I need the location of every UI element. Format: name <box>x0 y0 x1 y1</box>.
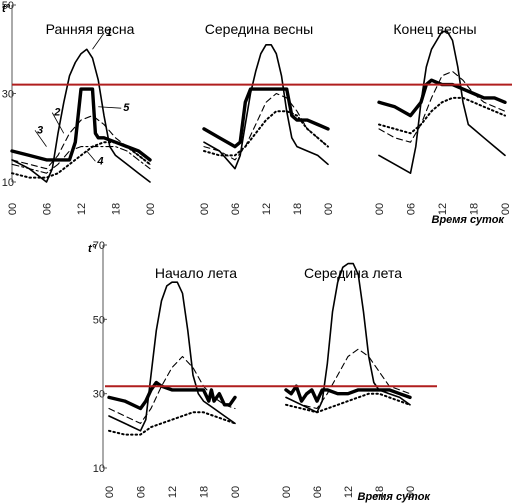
x-tick-label: 12 <box>261 203 273 215</box>
x-axis-unit: Время суток <box>432 214 506 226</box>
y-axis-unit: t° <box>2 3 11 15</box>
x-tick-label: 00 <box>7 203 19 215</box>
y-tick-label: 10 <box>93 463 105 475</box>
curve-label: 4 <box>96 155 103 167</box>
series-line-dashed <box>285 348 411 410</box>
x-tick-label: 18 <box>111 203 123 215</box>
x-tick-label: 18 <box>374 486 386 498</box>
series-line-solid <box>11 48 151 183</box>
y-tick-label: 10 <box>2 177 14 189</box>
series-line-dashed <box>378 70 506 143</box>
x-tick-label: 00 <box>199 203 211 215</box>
chart-panel-2: Середина весны 00 06 12 18 00 <box>199 21 335 215</box>
x-tick-label: 06 <box>312 486 324 498</box>
x-tick-label: 00 <box>104 486 116 498</box>
x-tick-label: 18 <box>469 203 481 215</box>
series-line-dashed <box>203 92 329 161</box>
series-line-thick <box>107 380 237 411</box>
y-tick-label: 70 <box>93 240 105 252</box>
series-line-dotted <box>203 110 329 157</box>
curve-label-leader <box>98 106 122 109</box>
curve-label-leader <box>86 150 96 162</box>
x-tick-label: 12 <box>343 486 355 498</box>
x-tick-label: 06 <box>136 486 148 498</box>
x-tick-label: 00 <box>145 203 157 215</box>
x-axis-unit: Время суток <box>358 491 432 503</box>
chart-title: Середина лета <box>304 265 402 281</box>
x-tick-label: 00 <box>323 203 335 215</box>
x-tick-label: 12 <box>76 203 88 215</box>
curve-label-leader <box>51 112 65 134</box>
chart-panel-3: Конец весны 00 06 12 18 00 <box>374 21 512 215</box>
series-line-thick <box>202 87 330 149</box>
series-line-thick <box>10 87 152 162</box>
chart-panel-5: Середина лета 00 06 12 18 00 <box>281 262 417 498</box>
y-tick-label: 30 <box>93 389 105 401</box>
x-tick-label: 00 <box>405 486 417 498</box>
series-line-dashdot <box>11 146 151 174</box>
series-line-solid <box>108 281 236 432</box>
x-tick-label: 12 <box>167 486 179 498</box>
curve-label: 1 <box>106 27 112 39</box>
series-line-dotted <box>108 411 236 436</box>
series-line-solid <box>203 44 329 170</box>
curve-label-leader <box>92 32 105 50</box>
y-axis-unit: t° <box>88 243 97 255</box>
y-tick-label: 30 <box>2 89 14 101</box>
curve-label-leader <box>34 130 47 147</box>
series-line-thick <box>284 384 412 403</box>
chart-title: Начало лета <box>155 265 237 281</box>
x-tick-label: 00 <box>374 203 386 215</box>
series-line-dashed <box>11 115 151 170</box>
chart-title: Середина весны <box>205 21 313 37</box>
y-tick-label: 50 <box>2 0 14 12</box>
x-tick-label: 18 <box>199 486 211 498</box>
y-tick-label: 50 <box>93 314 105 326</box>
chart-title: Ранняя весна <box>46 21 135 37</box>
x-tick-label: 00 <box>230 486 242 498</box>
curve-label: 3 <box>37 124 43 136</box>
curve-label: 2 <box>53 107 60 119</box>
series-line-dotted <box>11 141 151 179</box>
series-line-solid <box>378 30 506 174</box>
series-line-dotted <box>378 96 506 135</box>
x-tick-label: 18 <box>292 203 304 215</box>
chart-title: Конец весны <box>393 21 476 37</box>
x-tick-label: 06 <box>42 203 54 215</box>
series-line-dotted <box>285 392 411 414</box>
x-tick-label: 00 <box>281 486 293 498</box>
x-tick-label: 00 <box>500 203 512 215</box>
series-line-dashed <box>108 355 236 424</box>
x-tick-label: 12 <box>437 203 449 215</box>
x-tick-label: 06 <box>230 203 242 215</box>
x-tick-label: 06 <box>406 203 418 215</box>
chart-panel-4: Начало лета 00 06 12 18 00 <box>102 244 242 498</box>
curve-label: 5 <box>123 102 130 114</box>
